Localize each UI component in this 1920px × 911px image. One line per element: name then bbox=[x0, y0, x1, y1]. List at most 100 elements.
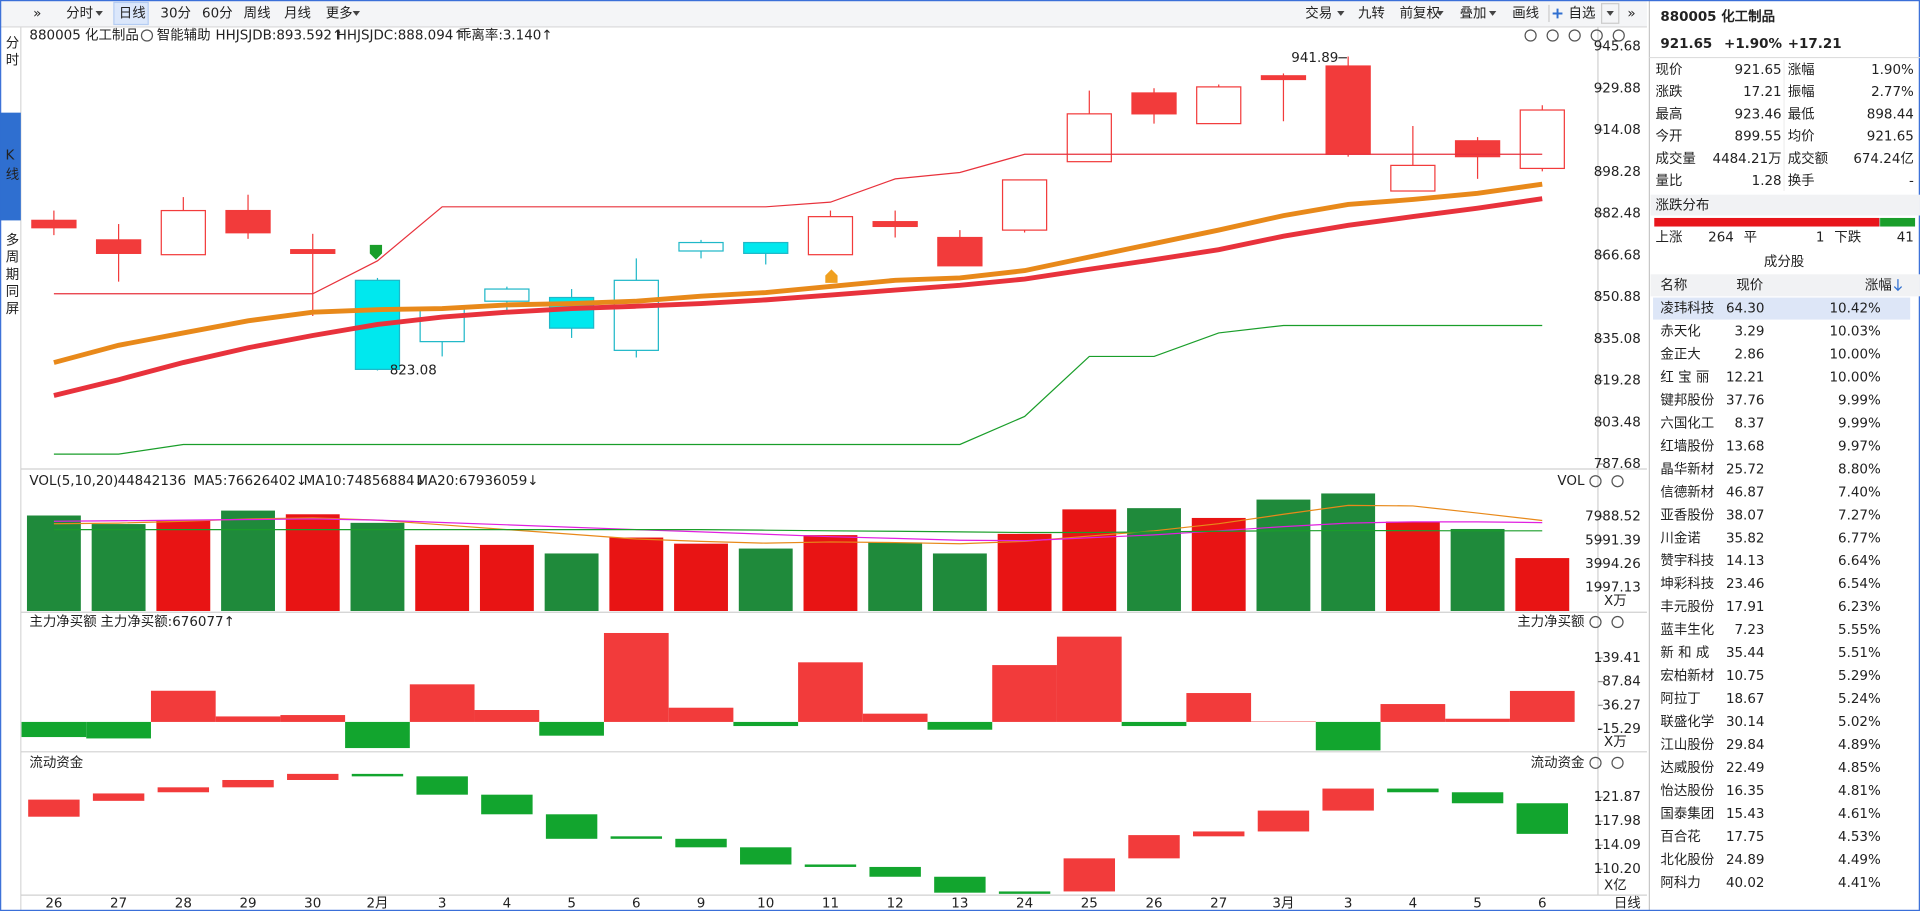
y-tick-label: 945.68 bbox=[1594, 40, 1641, 55]
indicator-legend: 乖离率:3.140↑ bbox=[458, 27, 553, 44]
stock-name[interactable]: 丰元股份 bbox=[1660, 599, 1714, 615]
flow-bar bbox=[804, 864, 857, 867]
panel-icon[interactable] bbox=[1568, 29, 1581, 42]
stock-price-cell: 30.14 bbox=[1726, 715, 1765, 730]
panel-icon[interactable] bbox=[1589, 756, 1602, 769]
panel-icon[interactable] bbox=[1589, 615, 1602, 629]
toolbar-button[interactable]: 30分 bbox=[160, 5, 191, 21]
stock-name[interactable]: 红 宝 丽 bbox=[1660, 369, 1709, 385]
column-header[interactable]: 涨幅 bbox=[1865, 277, 1892, 293]
stock-name[interactable]: 六国化工 bbox=[1660, 415, 1714, 431]
stock-price-cell: 12.21 bbox=[1726, 370, 1765, 385]
quote-value: 1.90% bbox=[1871, 63, 1914, 78]
candle-body bbox=[1519, 109, 1565, 170]
quote-value: 899.55 bbox=[1735, 130, 1782, 145]
bar bbox=[1127, 508, 1181, 612]
bar bbox=[479, 544, 534, 612]
y-tick-label: 117.98 bbox=[1594, 814, 1641, 829]
stock-name[interactable]: 百合花 bbox=[1660, 829, 1700, 845]
y-tick-label: 36.27 bbox=[1602, 698, 1641, 713]
axis-unit: X万 bbox=[1604, 735, 1627, 750]
stock-name[interactable]: 阿拉丁 bbox=[1660, 691, 1700, 707]
panel-icon[interactable] bbox=[1612, 29, 1625, 42]
bar bbox=[86, 721, 151, 739]
side-tab[interactable]: 多周期同屏 bbox=[2, 232, 19, 319]
x-tick-label: 3 bbox=[1344, 897, 1353, 911]
collapse-icon[interactable]: » bbox=[1627, 6, 1635, 21]
aux-icon[interactable] bbox=[140, 29, 154, 42]
toolbar-button[interactable]: 叠加 bbox=[1460, 5, 1487, 21]
bar bbox=[150, 690, 216, 722]
toolbar-button[interactable]: 更多 bbox=[326, 4, 353, 21]
side-tab[interactable]: 分时 bbox=[2, 35, 19, 69]
stock-name[interactable]: 川金诺 bbox=[1660, 530, 1700, 546]
stock-name[interactable]: 坤彩科技 bbox=[1660, 576, 1714, 592]
panel-icon[interactable] bbox=[1546, 29, 1559, 42]
stock-name[interactable]: 联盛化学 bbox=[1660, 714, 1714, 730]
stock-change-cell: 10.42% bbox=[1829, 302, 1881, 317]
toolbar-button[interactable]: 周线 bbox=[244, 5, 271, 21]
stock-name[interactable]: 阿科力 bbox=[1660, 875, 1700, 891]
panel-icon[interactable] bbox=[1590, 29, 1603, 42]
stock-change: +17.21 bbox=[1788, 37, 1842, 52]
stock-name[interactable]: 达威股份 bbox=[1660, 760, 1714, 776]
toolbar-button[interactable]: 画线 bbox=[1512, 5, 1539, 21]
stock-name[interactable]: 键邦股份 bbox=[1660, 392, 1714, 408]
stock-name[interactable]: 国泰集团 bbox=[1660, 806, 1714, 822]
active-side-tab bbox=[0, 112, 21, 221]
expand-icon[interactable]: » bbox=[33, 6, 41, 21]
flow-bar bbox=[1257, 810, 1310, 832]
stock-name[interactable]: 蓝丰生化 bbox=[1660, 622, 1714, 638]
toolbar-button[interactable]: 九转 bbox=[1358, 5, 1385, 21]
panel-icon[interactable] bbox=[1589, 475, 1602, 488]
aux-label[interactable]: 智能辅助 bbox=[157, 28, 211, 44]
toolbar-button[interactable]: 前复权 bbox=[1400, 4, 1441, 21]
quote-value: 898.44 bbox=[1867, 107, 1914, 122]
stock-name[interactable]: 北化股份 bbox=[1660, 852, 1714, 868]
toolbar-button[interactable]: 交易 bbox=[1305, 4, 1332, 21]
bar bbox=[1315, 721, 1381, 751]
panel-icon[interactable] bbox=[1524, 29, 1537, 42]
panel-icon[interactable] bbox=[1611, 475, 1624, 488]
stock-name[interactable]: 金正大 bbox=[1660, 347, 1700, 363]
section-bg bbox=[1650, 194, 1920, 216]
stock-name[interactable]: 晶华新材 bbox=[1660, 461, 1714, 477]
flow-bar bbox=[92, 793, 145, 801]
stock-name[interactable]: 宏柏新材 bbox=[1660, 668, 1714, 684]
toolbar-button[interactable]: 分时 bbox=[66, 5, 93, 21]
column-header[interactable]: 现价 bbox=[1736, 278, 1763, 293]
stock-name[interactable]: 红墙股份 bbox=[1660, 438, 1714, 454]
x-tick-label: 28 bbox=[175, 897, 192, 911]
stock-name[interactable]: 亚香股份 bbox=[1660, 507, 1714, 523]
stock-change-cell: 7.40% bbox=[1838, 485, 1881, 500]
dropdown-box[interactable] bbox=[1601, 3, 1620, 24]
indicator-line bbox=[53, 181, 1543, 365]
flat-count: 1 bbox=[1816, 231, 1825, 246]
toolbar-button[interactable]: 月线 bbox=[284, 5, 311, 21]
indicator-line bbox=[53, 324, 1543, 455]
flow-bar bbox=[157, 787, 210, 793]
stock-name[interactable]: 赤天化 bbox=[1660, 324, 1700, 340]
stock-name[interactable]: 新 和 成 bbox=[1660, 645, 1709, 661]
quote-value: 674.24亿 bbox=[1853, 151, 1914, 167]
bar bbox=[868, 542, 923, 612]
panel-title: 880005 化工制品 bbox=[29, 28, 138, 44]
stock-name[interactable]: 信德新材 bbox=[1660, 484, 1714, 500]
toolbar-button[interactable]: 自选 bbox=[1569, 5, 1596, 21]
stock-name[interactable]: 怡达股份 bbox=[1660, 783, 1714, 799]
panel-icon[interactable] bbox=[1611, 756, 1624, 769]
panel-icon[interactable] bbox=[1611, 615, 1624, 629]
toolbar-button[interactable]: 60分 bbox=[202, 5, 233, 21]
stock-name[interactable]: 江山股份 bbox=[1660, 737, 1714, 753]
bar bbox=[21, 721, 87, 738]
toolbar-button[interactable]: 日线 bbox=[119, 5, 146, 21]
candle-body bbox=[743, 241, 789, 254]
flow-bar bbox=[610, 836, 663, 839]
stock-change-cell: 6.77% bbox=[1838, 531, 1881, 546]
stock-price-cell: 18.67 bbox=[1726, 692, 1765, 707]
stock-name[interactable]: 凌玮科技 bbox=[1660, 301, 1714, 317]
y-tick-label: 819.28 bbox=[1594, 374, 1641, 389]
side-tab[interactable]: K线 bbox=[2, 149, 19, 185]
stock-name[interactable]: 赞宇科技 bbox=[1660, 553, 1714, 569]
x-tick-label: 4 bbox=[503, 897, 512, 911]
